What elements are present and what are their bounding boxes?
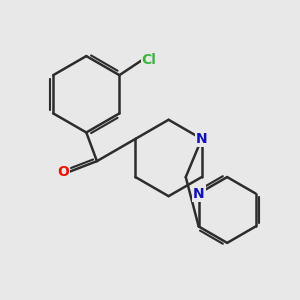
Text: N: N xyxy=(193,187,205,200)
Text: O: O xyxy=(58,165,69,179)
Text: N: N xyxy=(196,132,208,146)
Text: Cl: Cl xyxy=(142,53,157,67)
